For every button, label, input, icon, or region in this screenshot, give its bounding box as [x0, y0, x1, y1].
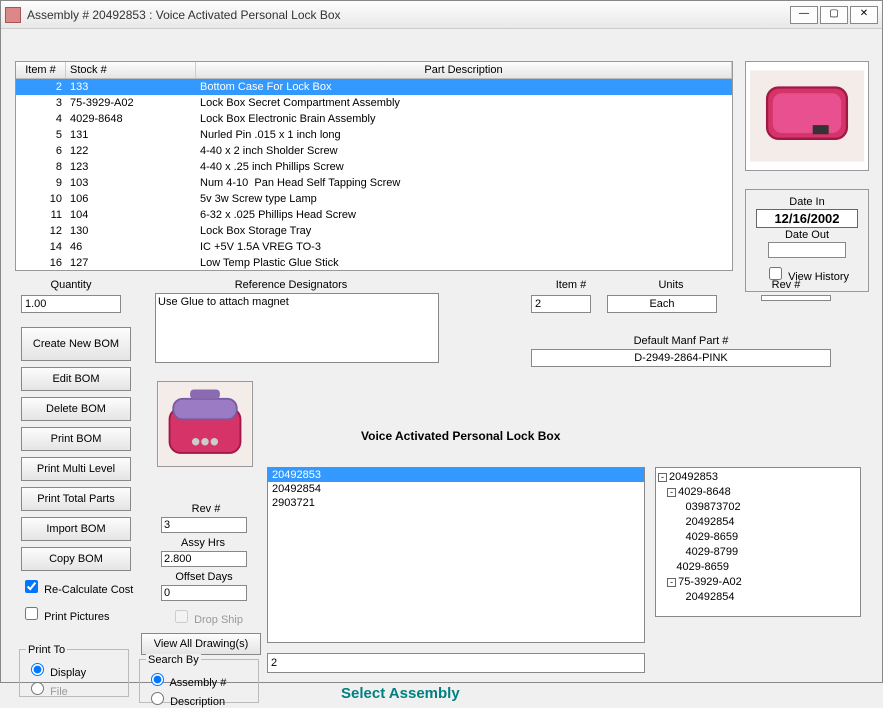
assembly-list-item[interactable]: 20492854: [268, 482, 644, 496]
date-in-value: 12/16/2002: [756, 209, 858, 228]
grid-row[interactable]: 61224-40 x 2 inch Sholder Screw: [16, 143, 732, 159]
quantity-label: Quantity: [31, 279, 111, 291]
tree-node[interactable]: 20492854: [686, 516, 735, 528]
printto-display-label: Display: [50, 667, 86, 679]
searchby-description-radio[interactable]: [151, 692, 164, 705]
dropship-label: Drop Ship: [194, 614, 243, 626]
titlebar: Assembly # 20492853 : Voice Activated Pe…: [1, 1, 882, 29]
refdes-label: Reference Designators: [201, 279, 381, 291]
search-input[interactable]: 2: [267, 653, 645, 673]
assembly-list-item[interactable]: 20492853: [268, 468, 644, 482]
col-item[interactable]: Item #: [16, 62, 66, 78]
grid-row[interactable]: 2133Bottom Case For Lock Box: [16, 79, 732, 95]
date-out-value[interactable]: [768, 242, 846, 258]
grid-row[interactable]: 5131Nurled Pin .015 x 1 inch long: [16, 127, 732, 143]
units-label: Units: [631, 279, 711, 291]
tree-node[interactable]: 75-3929-A02: [678, 576, 742, 588]
tree-node[interactable]: 20492853: [669, 471, 718, 483]
minimize-button[interactable]: —: [790, 6, 818, 24]
parts-grid[interactable]: Item # Stock # Part Description 2133Bott…: [15, 61, 733, 271]
tree-node[interactable]: 4029-8659: [676, 561, 729, 573]
grid-row[interactable]: 81234-40 x .25 inch Phillips Screw: [16, 159, 732, 175]
assyhrs-input[interactable]: [161, 551, 247, 567]
col-desc[interactable]: Part Description: [196, 62, 732, 78]
assyhrs-label: Assy Hrs: [173, 537, 233, 549]
assembly-image: [157, 381, 253, 467]
grid-row[interactable]: 12130Lock Box Storage Tray: [16, 223, 732, 239]
select-assembly-label: Select Assembly: [341, 685, 460, 702]
tree-node[interactable]: 039873702: [686, 501, 741, 513]
tree-node[interactable]: 4029-8659: [686, 531, 739, 543]
grid-header: Item # Stock # Part Description: [16, 62, 732, 79]
manf-part-input[interactable]: D-2949-2864-PINK: [531, 349, 831, 367]
itemno-label: Item #: [541, 279, 601, 291]
printto-display-radio[interactable]: [31, 663, 44, 676]
tree-node[interactable]: 4029-8648: [678, 486, 731, 498]
grid-row[interactable]: 111046-32 x .025 Phillips Head Screw: [16, 207, 732, 223]
grid-row[interactable]: 9103Num 4-10 Pan Head Self Tapping Screw: [16, 175, 732, 191]
part-image-panel: [745, 61, 869, 171]
grid-row[interactable]: 16127Low Temp Plastic Glue Stick: [16, 255, 732, 269]
quantity-input[interactable]: 1.00: [21, 295, 121, 313]
grid-row[interactable]: 44029-8648Lock Box Electronic Brain Asse…: [16, 111, 732, 127]
offset-label: Offset Days: [169, 571, 239, 583]
date-in-label: Date In: [750, 196, 864, 208]
col-stock[interactable]: Stock #: [66, 62, 196, 78]
offset-input[interactable]: [161, 585, 247, 601]
searchby-assembly-label: Assembly #: [169, 677, 226, 689]
printto-label: Print To: [26, 644, 67, 656]
default-manf-label: Default Manf Part #: [601, 335, 761, 347]
printpics-checkbox[interactable]: [25, 607, 38, 620]
revno-input[interactable]: [761, 295, 831, 301]
grid-row[interactable]: 1446IC +5V 1.5A VREG TO-3: [16, 239, 732, 255]
print-multilevel-button[interactable]: Print Multi Level: [21, 457, 131, 481]
copy-bom-button[interactable]: Copy BOM: [21, 547, 131, 571]
assembly-list-item[interactable]: 2903721: [268, 496, 644, 510]
app-icon: [5, 7, 21, 23]
create-bom-button[interactable]: Create New BOM: [21, 327, 131, 361]
view-drawings-button[interactable]: View All Drawing(s): [141, 633, 261, 655]
close-button[interactable]: ✕: [850, 6, 878, 24]
itemno-input[interactable]: 2: [531, 295, 591, 313]
grid-row[interactable]: 375-3929-A02Lock Box Secret Compartment …: [16, 95, 732, 111]
recalc-checkbox[interactable]: [25, 580, 38, 593]
import-bom-button[interactable]: Import BOM: [21, 517, 131, 541]
refdes-textarea[interactable]: Use Glue to attach magnet: [155, 293, 439, 363]
searchby-description-label: Description: [170, 696, 225, 708]
searchby-assembly-radio[interactable]: [151, 673, 164, 686]
delete-bom-button[interactable]: Delete BOM: [21, 397, 131, 421]
printto-file-label: File: [50, 686, 68, 698]
dropship-checkbox: [175, 610, 188, 623]
date-panel: Date In 12/16/2002 Date Out View History: [745, 189, 869, 292]
maximize-button[interactable]: ▢: [820, 6, 848, 24]
print-totalparts-button[interactable]: Print Total Parts: [21, 487, 131, 511]
grid-row[interactable]: 101065v 3w Screw type Lamp: [16, 191, 732, 207]
bom-tree[interactable]: -20492853 -4029-8648 039873702 20492854 …: [655, 467, 861, 617]
product-title: Voice Activated Personal Lock Box: [361, 429, 560, 443]
searchby-label: Search By: [146, 654, 201, 666]
units-input[interactable]: Each: [607, 295, 717, 313]
printto-file-radio[interactable]: [31, 682, 44, 695]
tree-node[interactable]: 4029-8799: [686, 546, 739, 558]
assembly-listbox[interactable]: 20492853204928542903721: [267, 467, 645, 643]
tree-node[interactable]: 20492854: [686, 591, 735, 603]
revno-label: Rev #: [761, 279, 811, 291]
edit-bom-button[interactable]: Edit BOM: [21, 367, 131, 391]
date-out-label: Date Out: [750, 229, 864, 241]
rev2-label: Rev #: [181, 503, 231, 515]
printpics-label: Print Pictures: [44, 611, 109, 623]
print-bom-button[interactable]: Print BOM: [21, 427, 131, 451]
rev2-input[interactable]: [161, 517, 247, 533]
window-title: Assembly # 20492853 : Voice Activated Pe…: [27, 8, 790, 22]
recalc-label: Re-Calculate Cost: [44, 584, 133, 596]
